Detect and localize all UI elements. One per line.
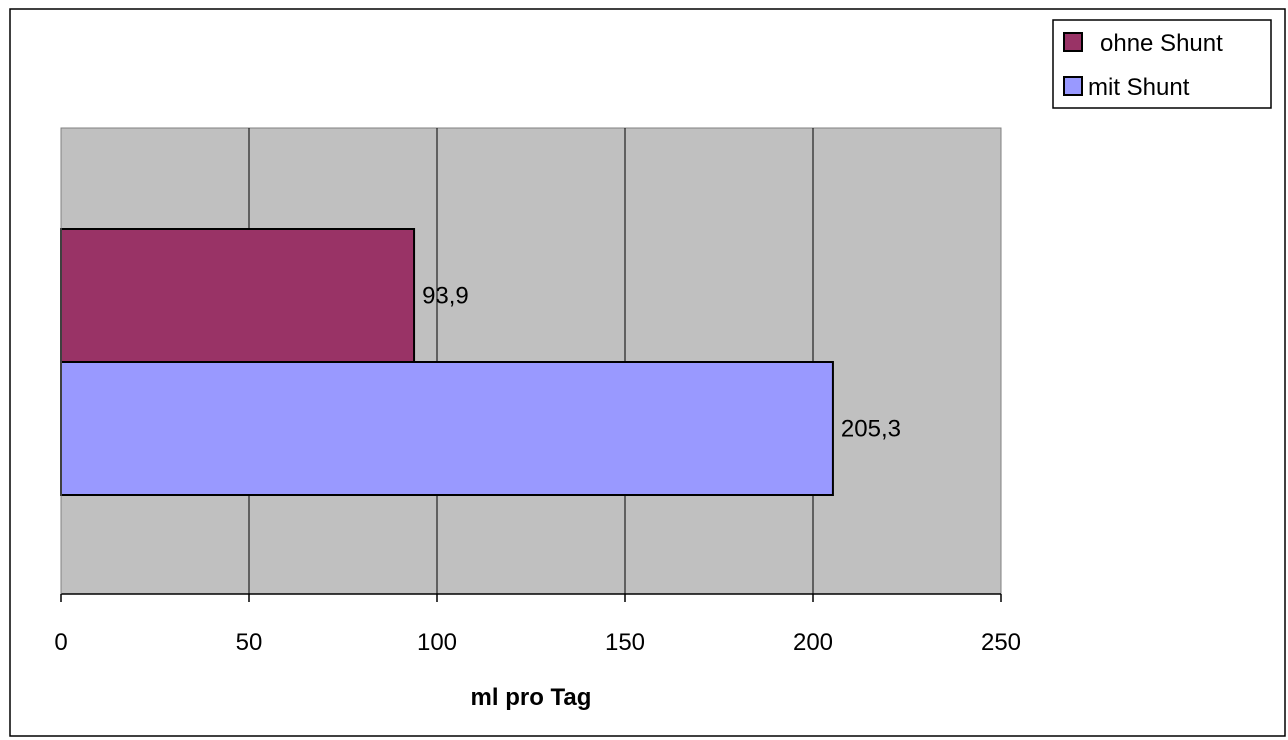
bar-mit-shunt [60, 361, 834, 496]
x-tick-label: 150 [605, 629, 645, 656]
x-tick-label: 0 [54, 629, 67, 656]
legend-box [1052, 19, 1272, 109]
x-tick-label: 250 [981, 629, 1021, 656]
x-axis [60, 128, 1002, 602]
legend-label: ohne Shunt [1100, 30, 1223, 57]
data-label: 205,3 [841, 416, 901, 443]
x-tick-label: 100 [417, 629, 457, 656]
x-axis-title: ml pro Tag [471, 684, 592, 711]
x-tick-labels: 0 50 100 150 200 250 [54, 629, 1021, 656]
bar-ohne-shunt [60, 228, 416, 363]
legend-swatch [1063, 76, 1083, 96]
x-tick-label: 200 [793, 629, 833, 656]
legend-swatch [1063, 32, 1083, 52]
data-label: 93,9 [422, 283, 469, 310]
x-tick-label: 50 [236, 629, 263, 656]
legend: ohne Shunt mit Shunt [1052, 19, 1272, 109]
data-labels: 93,9 205,3 [422, 283, 901, 443]
legend-label: mit Shunt [1088, 74, 1190, 101]
bars [60, 228, 834, 496]
